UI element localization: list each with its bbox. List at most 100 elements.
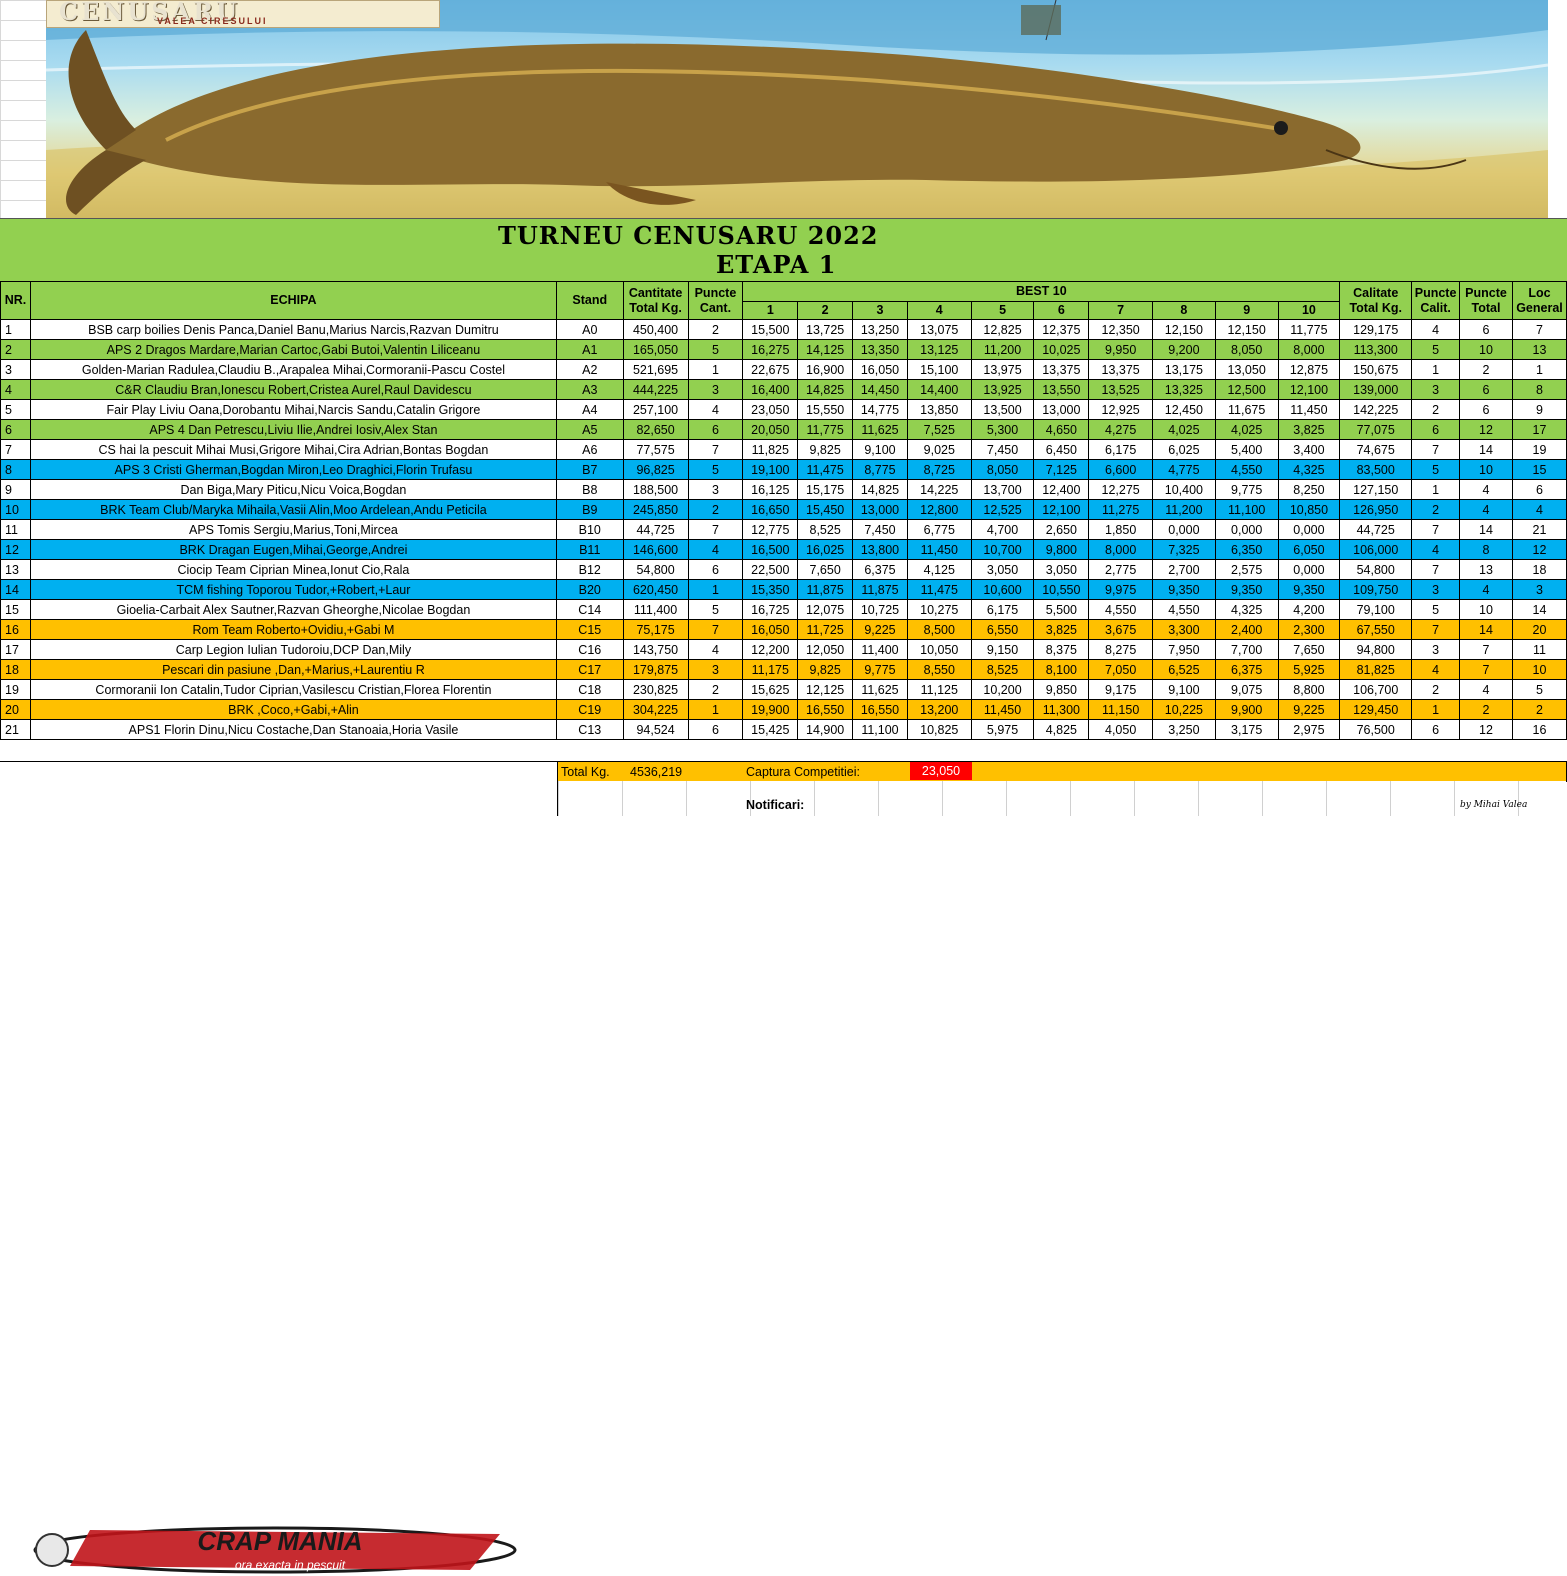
row-best-value: 8,775 bbox=[852, 459, 908, 480]
row-best-value: 2,300 bbox=[1277, 619, 1341, 640]
row-best-value: 11,775 bbox=[1277, 319, 1341, 340]
row-cantitate: 111,400 bbox=[622, 599, 689, 620]
table-row: 10 BRK Team Club/Maryka Mihaila,Vasii Ali… bbox=[0, 499, 1567, 520]
row-cantitate: 245,850 bbox=[622, 499, 689, 520]
row-best-value: 15,550 bbox=[797, 399, 854, 420]
row-stand: A0 bbox=[555, 319, 624, 340]
row-best-value: 13,850 bbox=[906, 399, 972, 420]
notificari-label: Notificari: bbox=[746, 798, 805, 812]
header-puncte-calit-line1: Puncte bbox=[1414, 285, 1457, 300]
row-loc-general: 6 bbox=[1511, 479, 1567, 500]
row-best-value: 16,050 bbox=[852, 359, 908, 380]
row-best-value: 13,925 bbox=[970, 379, 1035, 400]
row-puncte-total: 4 bbox=[1459, 679, 1513, 700]
row-cantitate: 44,725 bbox=[622, 519, 689, 540]
row-best-value: 13,500 bbox=[970, 399, 1035, 420]
row-best-value: 11,625 bbox=[852, 679, 908, 700]
header-calitate-line2: Total Kg. bbox=[1349, 300, 1402, 315]
row-puncte-total: 12 bbox=[1459, 419, 1513, 440]
row-puncte-cant: 5 bbox=[687, 459, 744, 480]
row-best-value: 11,150 bbox=[1088, 699, 1154, 720]
row-best-value: 10,275 bbox=[906, 599, 972, 620]
row-best-value: 11,475 bbox=[797, 459, 854, 480]
row-best-value: 13,975 bbox=[970, 359, 1035, 380]
row-loc-general: 16 bbox=[1511, 719, 1567, 740]
header-cantitate-line2: Total Kg. bbox=[629, 300, 682, 315]
row-best-value: 2,650 bbox=[1033, 519, 1090, 540]
row-best-value: 4,775 bbox=[1152, 459, 1216, 480]
row-team: APS 2 Dragos Mardare,Marian Cartoc,Gabi … bbox=[29, 339, 557, 360]
header-loc-general: Loc General bbox=[1511, 281, 1567, 320]
row-cantitate: 230,825 bbox=[622, 679, 689, 700]
header-cantitate: Cantitate Total Kg. bbox=[622, 281, 689, 320]
row-team: APS 3 Cristi Gherman,Bogdan Miron,Leo Dr… bbox=[29, 459, 557, 480]
row-calitate: 76,500 bbox=[1339, 719, 1413, 740]
row-cantitate: 94,524 bbox=[622, 719, 689, 740]
row-cantitate: 96,825 bbox=[622, 459, 689, 480]
row-best-value: 9,350 bbox=[1152, 579, 1216, 600]
row-best-value: 9,775 bbox=[1214, 479, 1279, 500]
banner-image bbox=[46, 0, 1548, 218]
header-best-col: 3 bbox=[852, 301, 908, 320]
row-best-value: 11,725 bbox=[797, 619, 854, 640]
row-best-value: 11,450 bbox=[1277, 399, 1341, 420]
row-best-value: 4,325 bbox=[1277, 459, 1341, 480]
row-puncte-calit: 7 bbox=[1411, 519, 1461, 540]
table-row: 5 Fair Play Liviu Oana,Dorobantu Mihai,Na… bbox=[0, 399, 1567, 420]
table-row: 4 C&R Claudiu Bran,Ionescu Robert,Cristea… bbox=[0, 379, 1567, 400]
row-best-value: 9,775 bbox=[852, 659, 908, 680]
row-best-value: 12,275 bbox=[1088, 479, 1154, 500]
row-calitate: 127,150 bbox=[1339, 479, 1413, 500]
row-best-value: 12,500 bbox=[1214, 379, 1279, 400]
cenusaru-logo: CENUSARU VALEA CIRESULUI bbox=[46, 0, 440, 28]
row-nr: 3 bbox=[0, 359, 31, 380]
row-best-value: 13,075 bbox=[906, 319, 972, 340]
row-best-value: 3,825 bbox=[1033, 619, 1090, 640]
row-best-value: 9,100 bbox=[1152, 679, 1216, 700]
header-best-col: 8 bbox=[1152, 301, 1216, 320]
row-best-value: 16,025 bbox=[797, 539, 854, 560]
row-team: BRK Dragan Eugen,Mihai,George,Andrei bbox=[29, 539, 557, 560]
row-team: BRK Team Club/Maryka Mihaila,Vasii Alin,… bbox=[29, 499, 557, 520]
row-best-value: 5,400 bbox=[1214, 439, 1279, 460]
header-nr: NR. bbox=[0, 281, 31, 320]
row-best-value: 10,200 bbox=[970, 679, 1035, 700]
row-best-value: 12,075 bbox=[797, 599, 854, 620]
header-best-col: 9 bbox=[1214, 301, 1279, 320]
row-puncte-total: 14 bbox=[1459, 619, 1513, 640]
row-best-value: 0,000 bbox=[1152, 519, 1216, 540]
row-best-value: 7,650 bbox=[1277, 639, 1341, 660]
row-puncte-cant: 7 bbox=[687, 439, 744, 460]
row-best-value: 2,975 bbox=[1277, 719, 1341, 740]
row-stand: B7 bbox=[555, 459, 624, 480]
row-loc-general: 17 bbox=[1511, 419, 1567, 440]
row-best-value: 11,100 bbox=[852, 719, 908, 740]
row-stand: A3 bbox=[555, 379, 624, 400]
row-team: APS Tomis Sergiu,Marius,Toni,Mircea bbox=[29, 519, 557, 540]
row-puncte-cant: 3 bbox=[687, 479, 744, 500]
row-best-value: 9,825 bbox=[797, 439, 854, 460]
row-best-value: 13,375 bbox=[1088, 359, 1154, 380]
row-team: Fair Play Liviu Oana,Dorobantu Mihai,Nar… bbox=[29, 399, 557, 420]
row-best-value: 8,500 bbox=[906, 619, 972, 640]
header-puncte-calit-line2: Calit. bbox=[1420, 300, 1451, 315]
row-best-value: 11,100 bbox=[1214, 499, 1279, 520]
row-best-value: 11,625 bbox=[852, 419, 908, 440]
row-team: BRK ,Coco,+Gabi,+Alin bbox=[29, 699, 557, 720]
row-best-value: 16,550 bbox=[797, 699, 854, 720]
row-puncte-total: 10 bbox=[1459, 599, 1513, 620]
row-puncte-total: 13 bbox=[1459, 559, 1513, 580]
table-row: 13 Ciocip Team Ciprian Minea,Ionut Cio,Ra… bbox=[0, 559, 1567, 580]
row-best-value: 11,400 bbox=[852, 639, 908, 660]
row-best-value: 13,250 bbox=[852, 319, 908, 340]
row-nr: 7 bbox=[0, 439, 31, 460]
row-best-value: 6,450 bbox=[1033, 439, 1090, 460]
header-row-1: NR. ECHIPA Stand Cantitate Total Kg. Punc… bbox=[0, 281, 1567, 320]
row-best-value: 22,675 bbox=[742, 359, 799, 380]
row-best-value: 10,025 bbox=[1033, 339, 1090, 360]
row-best-value: 13,325 bbox=[1152, 379, 1216, 400]
row-stand: A6 bbox=[555, 439, 624, 460]
row-calitate: 74,675 bbox=[1339, 439, 1413, 460]
row-best-value: 16,125 bbox=[742, 479, 799, 500]
row-calitate: 77,075 bbox=[1339, 419, 1413, 440]
